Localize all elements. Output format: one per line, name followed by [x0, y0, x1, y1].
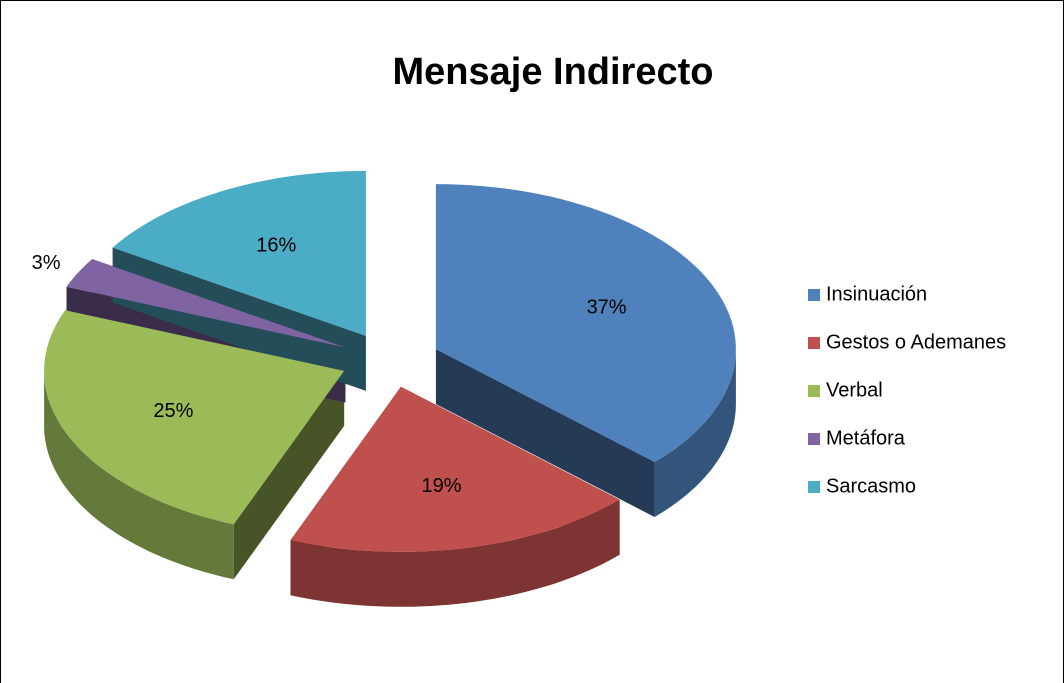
data-label: 3% [32, 252, 61, 274]
slice-side [435, 349, 655, 517]
legend-label: Gestos o Ademanes [826, 331, 1006, 353]
data-label: 16% [256, 235, 296, 257]
slice [66, 259, 346, 348]
chart-title: Mensaje Indirecto [393, 51, 714, 93]
legend-swatch [808, 289, 820, 301]
slice [112, 170, 366, 336]
legend-label: Verbal [826, 379, 883, 401]
slice-wall [290, 499, 620, 607]
legend-label: Insinuación [826, 283, 927, 305]
data-label: 25% [153, 400, 193, 422]
legend-swatch [808, 433, 820, 445]
data-label: 37% [587, 297, 627, 319]
slice-wall [654, 349, 736, 517]
slice-side [233, 370, 345, 580]
legend-label: Sarcasmo [826, 475, 916, 497]
legend-label: Metáfora [826, 427, 906, 449]
slice [44, 310, 345, 525]
legend-swatch [808, 481, 820, 493]
slice [290, 386, 620, 552]
slice-wall [44, 370, 234, 580]
slice [435, 184, 736, 462]
legend-swatch [808, 337, 820, 349]
data-label: 19% [421, 475, 461, 497]
legend-swatch [808, 385, 820, 397]
